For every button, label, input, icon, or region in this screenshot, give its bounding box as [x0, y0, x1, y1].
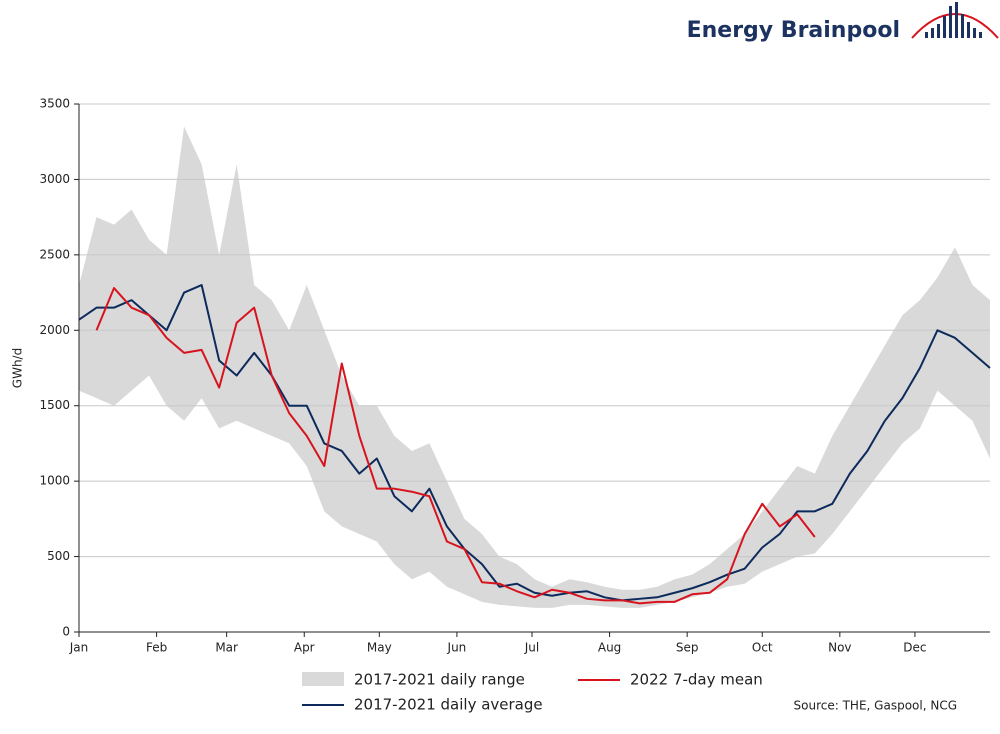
logo	[911, 2, 999, 39]
y-axis-label: GWh/d	[11, 348, 25, 388]
legend-label: 2022 7-day mean	[630, 671, 763, 689]
legend-swatch	[302, 672, 344, 686]
x-tick-label: Jun	[447, 641, 467, 655]
brand: Energy Brainpool	[687, 18, 900, 43]
series-line	[95, 287, 816, 605]
y-tick-label: 2000	[39, 323, 70, 337]
legend-label: 2017-2021 daily average	[354, 696, 543, 714]
y-tick-label: 1500	[39, 398, 70, 412]
x-tick-label: Jan	[69, 641, 89, 655]
y-tick-label: 0	[62, 625, 70, 639]
y-tick-label: 3500	[39, 97, 70, 111]
x-tick-label: Nov	[828, 641, 851, 655]
x-tick-label: Sep	[676, 641, 699, 655]
y-tick-label: 1000	[39, 474, 70, 488]
x-tick-label: Feb	[146, 641, 167, 655]
y-tick-label: 3000	[39, 172, 70, 186]
x-tick-label: May	[367, 641, 392, 655]
series-line	[78, 284, 991, 602]
x-tick-label: Aug	[598, 641, 621, 655]
x-tick-label: Dec	[903, 641, 926, 655]
range-band	[79, 126, 990, 608]
x-tick-label: Jul	[524, 641, 539, 655]
x-tick-label: Mar	[215, 641, 238, 655]
x-tick-label: Oct	[752, 641, 773, 655]
y-tick-label: 500	[47, 549, 70, 563]
y-tick-label: 2500	[39, 247, 70, 261]
x-tick-label: Apr	[294, 641, 315, 655]
legend-label: 2017-2021 daily range	[354, 671, 525, 689]
source: Source: THE, Gaspool, NCG	[794, 699, 957, 713]
